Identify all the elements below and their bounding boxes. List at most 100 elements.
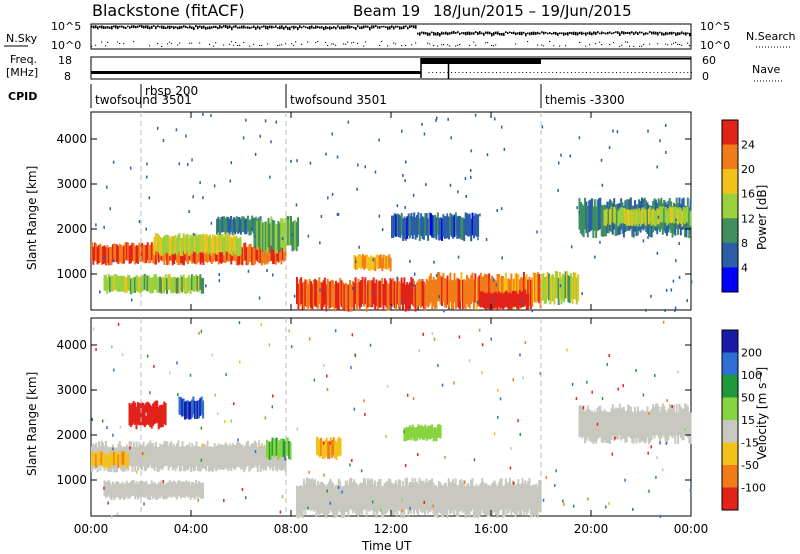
nsky-mark	[689, 32, 691, 37]
scatter-cell	[572, 504, 575, 508]
scatter-cell	[296, 427, 299, 431]
heatmap-cell	[189, 278, 192, 295]
heatmap-cell	[620, 207, 623, 223]
heatmap-cell	[429, 213, 432, 236]
scatter-cell	[359, 498, 362, 502]
heatmap-cell	[274, 224, 277, 254]
scatter-cell	[358, 245, 360, 249]
scatter-cell	[200, 329, 203, 333]
scatter-cell	[571, 382, 574, 386]
heatmap-cell	[347, 484, 350, 517]
heatmap-cell	[550, 274, 553, 302]
nsearch-mark	[515, 43, 517, 45]
heatmap-cell	[419, 480, 422, 513]
heatmap-cell	[95, 243, 98, 262]
scatter-cell	[396, 276, 399, 280]
nave-mark	[552, 72, 554, 73]
heatmap-cell	[131, 447, 134, 473]
heatmap-cell	[110, 247, 113, 266]
scatter-cell	[404, 179, 406, 183]
scatter-cell	[326, 489, 328, 493]
heatmap-cell	[103, 245, 106, 264]
heatmap-cell	[271, 219, 274, 250]
heatmap-cell	[160, 480, 163, 497]
heatmap-cell	[125, 276, 128, 293]
nsky-mark	[207, 26, 209, 30]
heatmap-cell	[617, 210, 620, 227]
heatmap-cell	[189, 447, 192, 473]
heatmap-cell	[300, 485, 303, 517]
nsky-mark	[93, 25, 95, 29]
nsky-mark	[261, 26, 263, 28]
heatmap-cell	[244, 218, 247, 235]
scatter-cell	[418, 349, 421, 353]
heatmap-cell	[265, 245, 268, 264]
heatmap-cell	[317, 437, 320, 456]
heatmap-cell	[304, 279, 307, 307]
heatmap-cell	[507, 481, 510, 514]
heatmap-cell	[602, 205, 605, 237]
scatter-cell	[402, 174, 404, 178]
heatmap-cell	[196, 400, 199, 419]
heatmap-cell	[684, 208, 687, 225]
heatmap-cell	[202, 278, 205, 294]
heatmap-cell	[365, 284, 368, 312]
heatmap-cell	[388, 254, 391, 268]
heatmap-cell	[232, 233, 235, 252]
nave-mark	[679, 72, 681, 73]
heatmap-cell	[369, 478, 372, 511]
heatmap-cell	[515, 483, 518, 516]
heatmap-cell	[379, 478, 382, 511]
heatmap-cell	[218, 234, 221, 253]
heatmap-cell	[280, 446, 283, 472]
scatter-cell	[95, 347, 97, 351]
heatmap-cell	[366, 254, 368, 269]
heatmap-cell	[677, 412, 680, 444]
scatter-cell	[309, 161, 312, 165]
heatmap-cell	[102, 246, 105, 265]
heatmap-cell	[404, 427, 407, 442]
heatmap-cell	[510, 273, 513, 303]
heatmap-cell	[182, 233, 185, 252]
scatter-cell	[281, 237, 284, 241]
heatmap-cell	[149, 277, 152, 294]
heatmap-cell	[93, 452, 96, 467]
heatmap-cell	[488, 273, 491, 303]
scatter-cell	[290, 345, 293, 349]
heatmap-cell	[324, 439, 327, 458]
scatter-cell	[308, 470, 310, 474]
heatmap-cell	[239, 218, 242, 235]
scatter-cell	[486, 153, 489, 157]
nsearch-mark	[485, 42, 487, 44]
heatmap-cell	[213, 234, 216, 253]
heatmap-cell	[621, 407, 624, 439]
scatter-cell	[247, 269, 250, 273]
heatmap-cell	[391, 215, 393, 239]
heatmap-cell	[688, 207, 691, 224]
nsky-mark	[553, 31, 555, 35]
heatmap-cell	[415, 481, 418, 514]
heatmap-cell	[606, 207, 609, 224]
heatmap-cell	[181, 238, 184, 257]
heatmap-cell	[522, 291, 525, 307]
heatmap-cell	[414, 284, 417, 312]
scatter-cell	[374, 170, 377, 174]
heatmap-cell	[178, 396, 181, 415]
heatmap-cell	[443, 278, 446, 308]
heatmap-cell	[382, 283, 385, 311]
heatmap-cell	[385, 255, 388, 270]
scatter-cell	[325, 152, 327, 156]
heatmap-cell	[638, 208, 641, 224]
heatmap-cell	[463, 479, 466, 512]
scatter-cell	[326, 388, 329, 392]
nsearch-mark	[101, 41, 103, 43]
heatmap-cell	[579, 202, 582, 234]
nsky-mark	[457, 31, 459, 34]
heatmap-cell	[641, 409, 643, 442]
nsky-mark	[287, 26, 289, 30]
heatmap-cell	[527, 481, 530, 513]
nsky-mark	[343, 26, 345, 30]
heatmap-cell	[146, 483, 149, 500]
nsearch-mark	[679, 44, 681, 46]
scatter-cell	[322, 364, 325, 368]
